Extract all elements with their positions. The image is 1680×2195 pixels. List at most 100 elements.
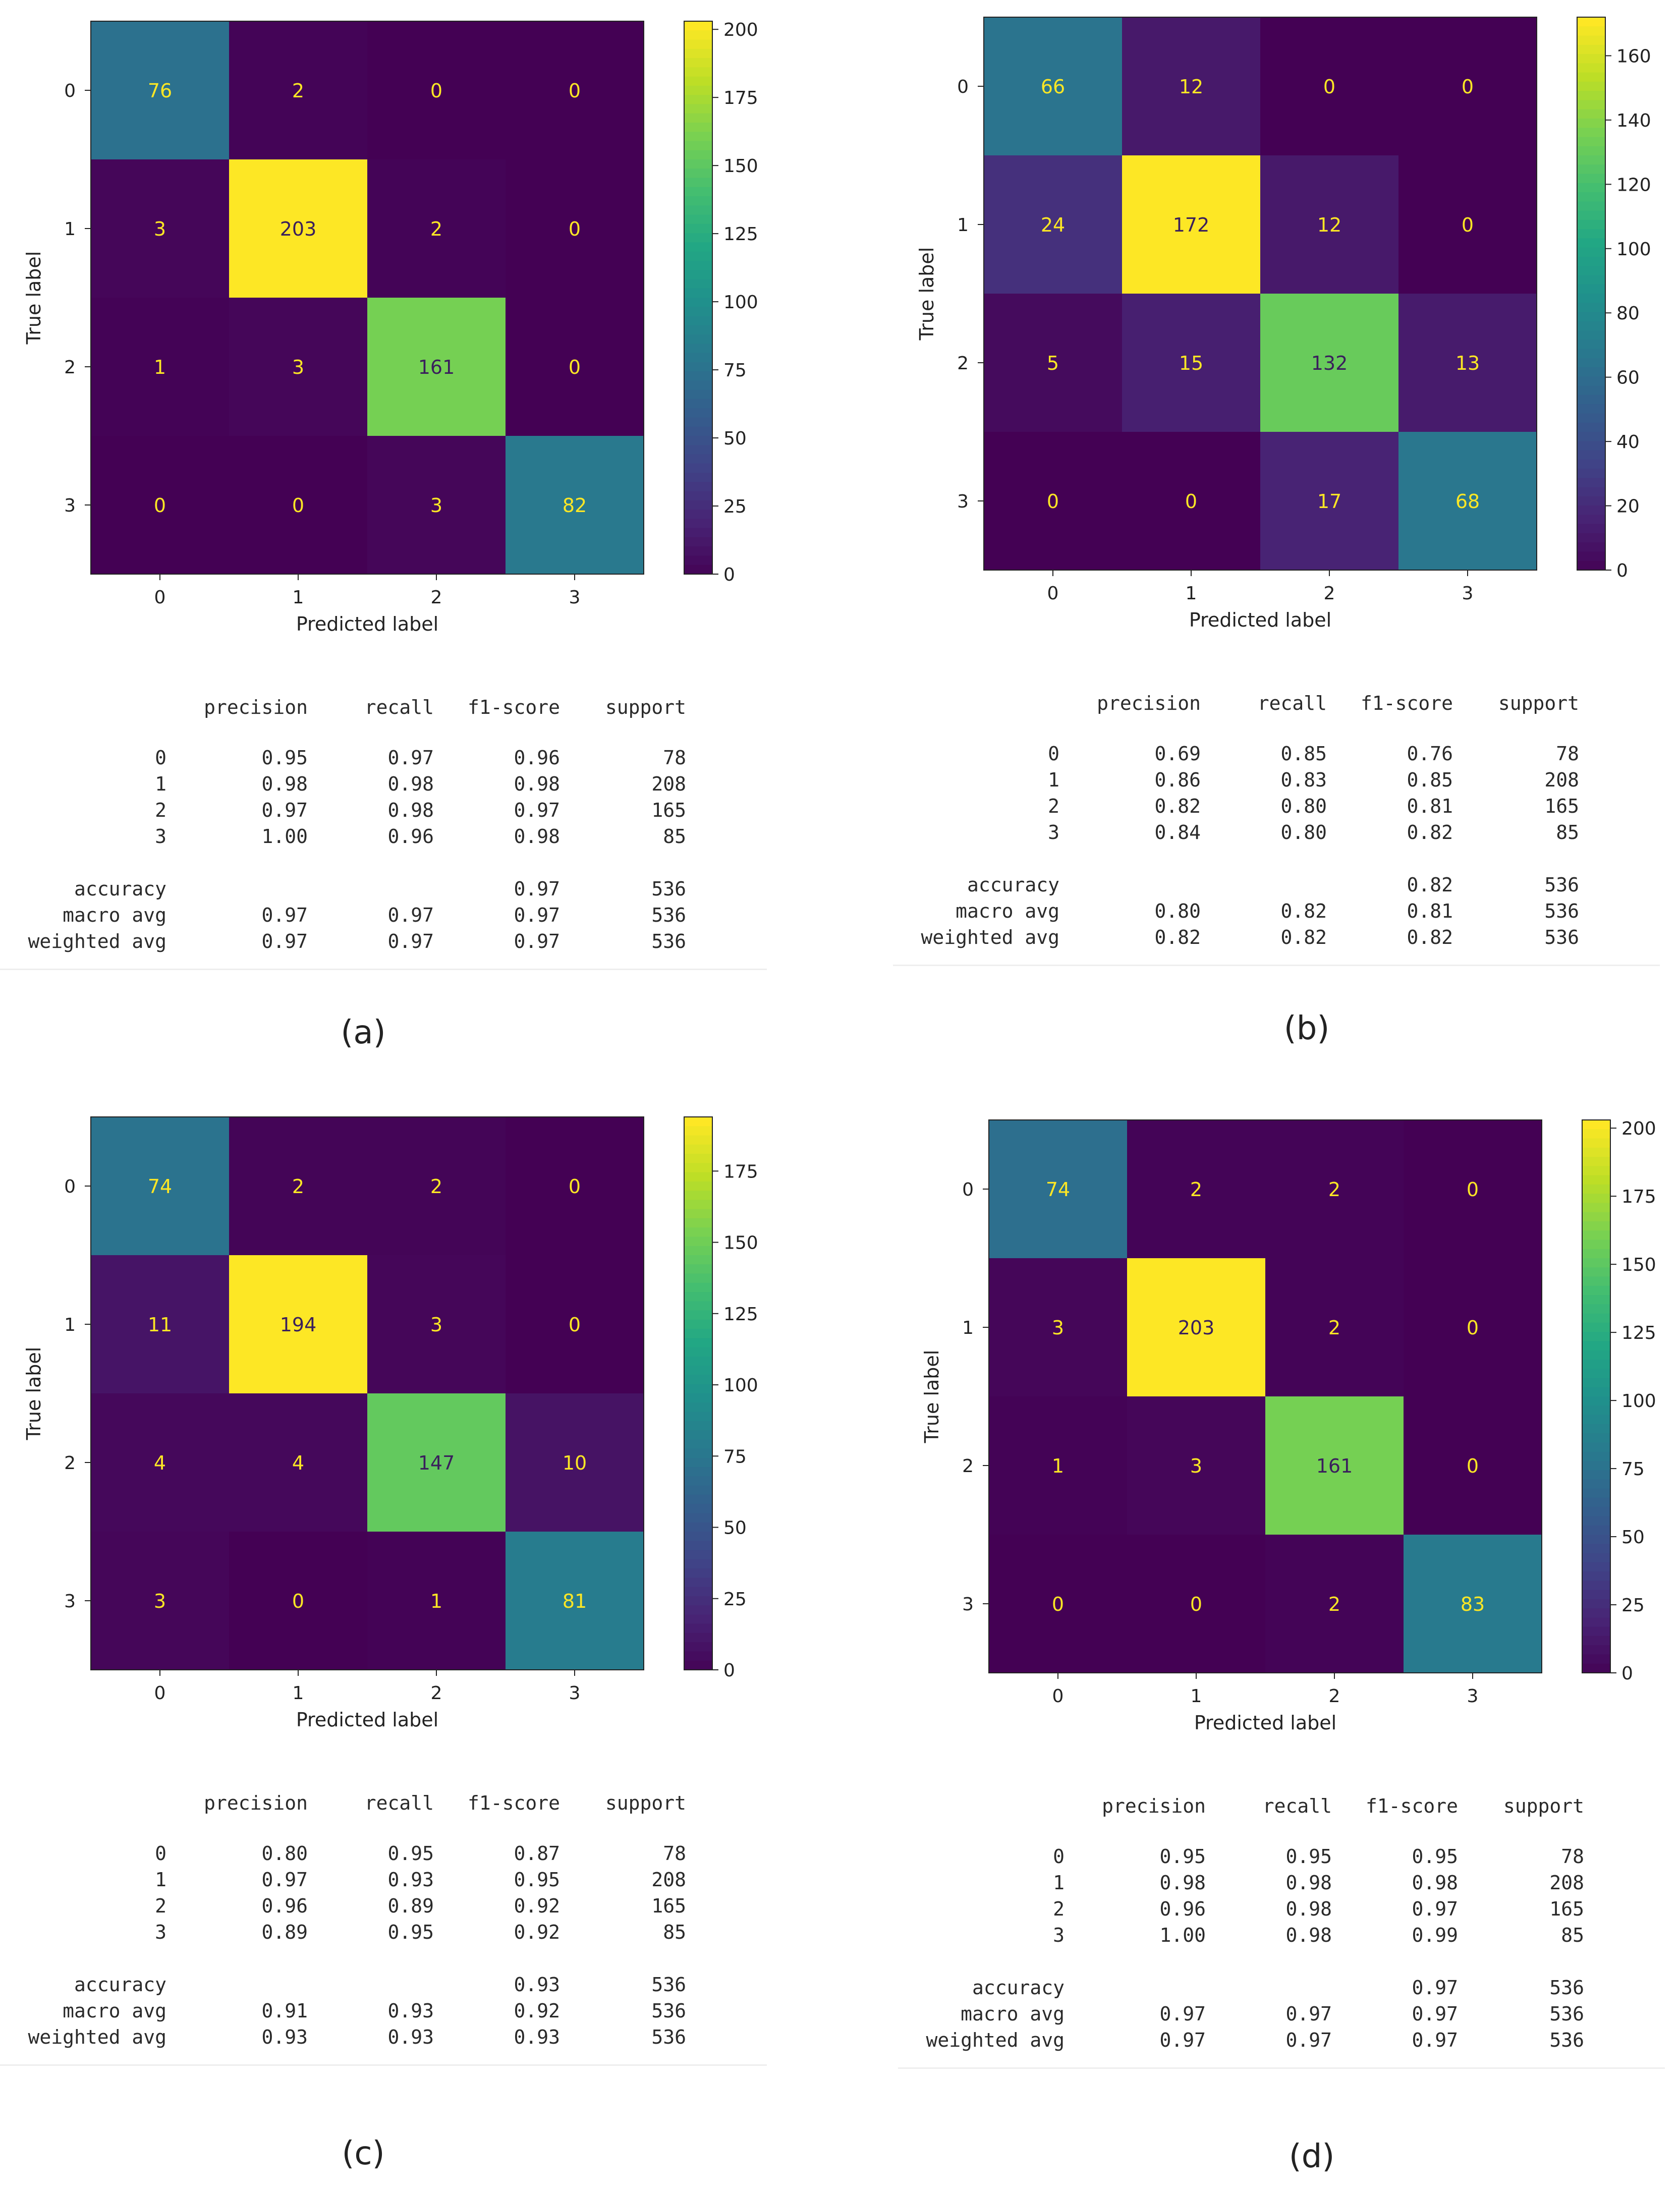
colorbar-segment (684, 1282, 712, 1293)
cell-value: 12 (1179, 76, 1203, 98)
colorbar-segment (684, 1172, 712, 1182)
cell-value: 161 (1316, 1455, 1353, 1477)
y-tick-label: 0 (64, 81, 76, 101)
report-row-label: weighted avg (28, 2026, 166, 2048)
colorbar-segment (684, 1578, 712, 1588)
matrix-cell (367, 1532, 506, 1670)
report-recall: 0.85 (1280, 743, 1327, 765)
colorbar-segment (684, 270, 712, 280)
report-header: support (605, 696, 686, 718)
cell-value: 0 (1462, 214, 1474, 236)
colorbar-segment (684, 141, 712, 151)
classification-report: precision recall f1-score support 0 0.95 0.97 0… (0, 696, 767, 979)
colorbar-segment (1582, 1571, 1610, 1582)
matrix-cell (91, 298, 229, 436)
x-tick-label: 0 (154, 587, 166, 608)
colorbar-segment (684, 76, 712, 86)
report-f1: 0.82 (1407, 874, 1453, 896)
matrix-cell (1398, 155, 1537, 294)
report-underline (0, 969, 767, 970)
colorbar-segment (684, 408, 712, 418)
report-header: f1-score (467, 696, 560, 718)
report-precision: 0.89 (261, 1921, 308, 1943)
matrix-cell (91, 21, 229, 159)
cell-value: 76 (148, 80, 172, 102)
x-axis-label: Predicted label (1194, 1712, 1336, 1734)
colorbar-segment (1577, 376, 1605, 386)
colorbar-segment (1582, 1470, 1610, 1480)
colorbar-tick-label: 200 (723, 20, 758, 40)
report-row-label: 2 (1048, 795, 1059, 817)
matrix-cell (1127, 1258, 1265, 1396)
report-f1: 0.92 (514, 1921, 560, 1943)
report-f1: 0.93 (514, 2026, 560, 2048)
report-support: 536 (651, 930, 686, 952)
colorbar-segment (684, 1457, 712, 1468)
colorbar-segment (1582, 1544, 1610, 1554)
colorbar-segment (684, 555, 712, 566)
cell-value: 3 (1052, 1317, 1064, 1339)
cell-value: 3 (430, 1314, 442, 1336)
colorbar-segment (684, 399, 712, 409)
cell-value: 3 (430, 494, 442, 517)
report-f1: 0.87 (514, 1842, 560, 1865)
colorbar-segment (1582, 1663, 1610, 1673)
colorbar-segment (684, 1154, 712, 1164)
report-precision: 0.96 (261, 1895, 308, 1917)
x-axis-label: Predicted label (296, 613, 438, 635)
colorbar-segment (1577, 146, 1605, 156)
colorbar-segment (1577, 515, 1605, 525)
report-header: precision (204, 1792, 308, 1814)
report-row-label: 1 (1048, 769, 1059, 791)
y-tick-label: 3 (962, 1594, 974, 1615)
colorbar-segment (684, 1623, 712, 1634)
colorbar-segment (1577, 422, 1605, 432)
cell-value: 74 (148, 1175, 172, 1198)
matrix-cell (506, 298, 644, 436)
report-support: 165 (1544, 795, 1579, 817)
report-f1: 0.97 (514, 930, 560, 952)
colorbar-tick-label: 25 (1621, 1595, 1645, 1616)
colorbar-segment (1582, 1617, 1610, 1627)
cell-value: 11 (148, 1314, 172, 1336)
report-precision: 1.00 (1159, 1924, 1206, 1946)
matrix-cell (229, 298, 367, 436)
report-row-label: 3 (1048, 821, 1059, 843)
colorbar-segment (1582, 1636, 1610, 1646)
report-support: 85 (663, 1921, 686, 1943)
colorbar-segment (1582, 1359, 1610, 1370)
report-recall: 0.80 (1280, 795, 1327, 817)
matrix-cell (1265, 1535, 1404, 1673)
colorbar-segment (684, 565, 712, 575)
cell-value: 2 (1328, 1178, 1340, 1201)
colorbar-segment (684, 482, 712, 492)
colorbar-segment (684, 1236, 712, 1247)
report-support: 208 (651, 1869, 686, 1891)
matrix-cell (984, 17, 1122, 155)
colorbar-segment (1577, 91, 1605, 101)
cell-value: 161 (418, 356, 455, 378)
colorbar-segment (1582, 1608, 1610, 1618)
colorbar-segment (684, 1255, 712, 1265)
colorbar-segment (1582, 1221, 1610, 1231)
colorbar-segment (1577, 432, 1605, 442)
colorbar-segment (1577, 349, 1605, 359)
cell-value: 3 (154, 218, 166, 240)
report-support: 536 (651, 904, 686, 926)
colorbar-tick-label: 0 (723, 565, 735, 585)
x-tick-label: 3 (569, 587, 581, 608)
report-support: 165 (1549, 1898, 1584, 1920)
report-support: 165 (651, 1895, 686, 1917)
matrix-cell (984, 432, 1122, 570)
colorbar-segment (684, 1412, 712, 1422)
colorbar-segment (1582, 1415, 1610, 1425)
matrix-cell (1122, 432, 1260, 570)
report-row-label: macro avg (63, 904, 166, 926)
colorbar-segment (1582, 1129, 1610, 1139)
colorbar-segment (684, 298, 712, 308)
report-header: support (1503, 1795, 1584, 1817)
colorbar-segment (1577, 478, 1605, 488)
colorbar-segment (684, 1559, 712, 1569)
colorbar-segment (684, 500, 712, 511)
colorbar-segment (684, 288, 712, 298)
